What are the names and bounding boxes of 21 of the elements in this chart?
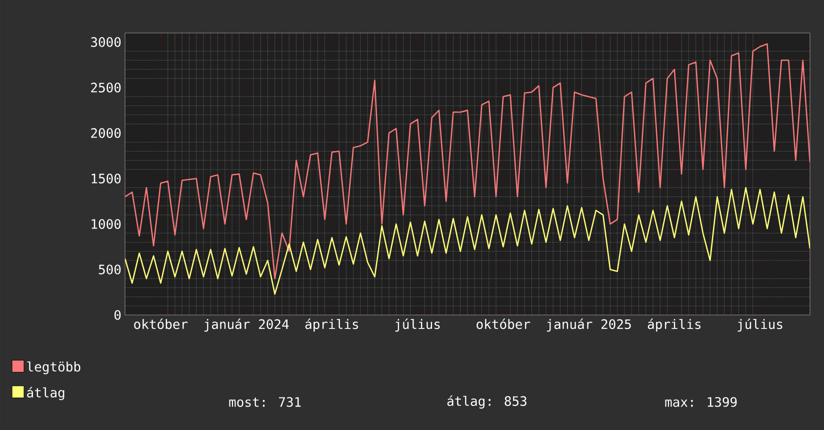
x-tick-label: január 2025 [546, 318, 631, 332]
x-tick-label: április [305, 318, 358, 332]
y-tick-label: 0 [114, 310, 121, 320]
y-tick-label: 500 [98, 264, 121, 274]
x-tick-label: július [395, 318, 440, 332]
x-tick-label: július [738, 318, 782, 332]
y-tick-label: 1000 [92, 219, 121, 229]
y-tick-label: 2000 [91, 128, 121, 138]
x-tick-label: április [648, 318, 701, 332]
x-tick-label: október [134, 318, 188, 330]
x-tick-label: január 2024 [204, 318, 289, 332]
text: átlag: 853 [447, 395, 526, 409]
x-tick-label: október [476, 318, 530, 330]
line-series [125, 186, 810, 295]
y-tick-label: 2500 [91, 82, 121, 92]
y-tick-label: 1500 [92, 174, 121, 184]
text: max: 1399 [665, 397, 737, 407]
legend-label: átlag [27, 386, 64, 400]
y-tick-label: 3000 [91, 37, 121, 48]
text: most: 731 [229, 397, 301, 407]
legend-label: legtöbb [27, 361, 80, 374]
